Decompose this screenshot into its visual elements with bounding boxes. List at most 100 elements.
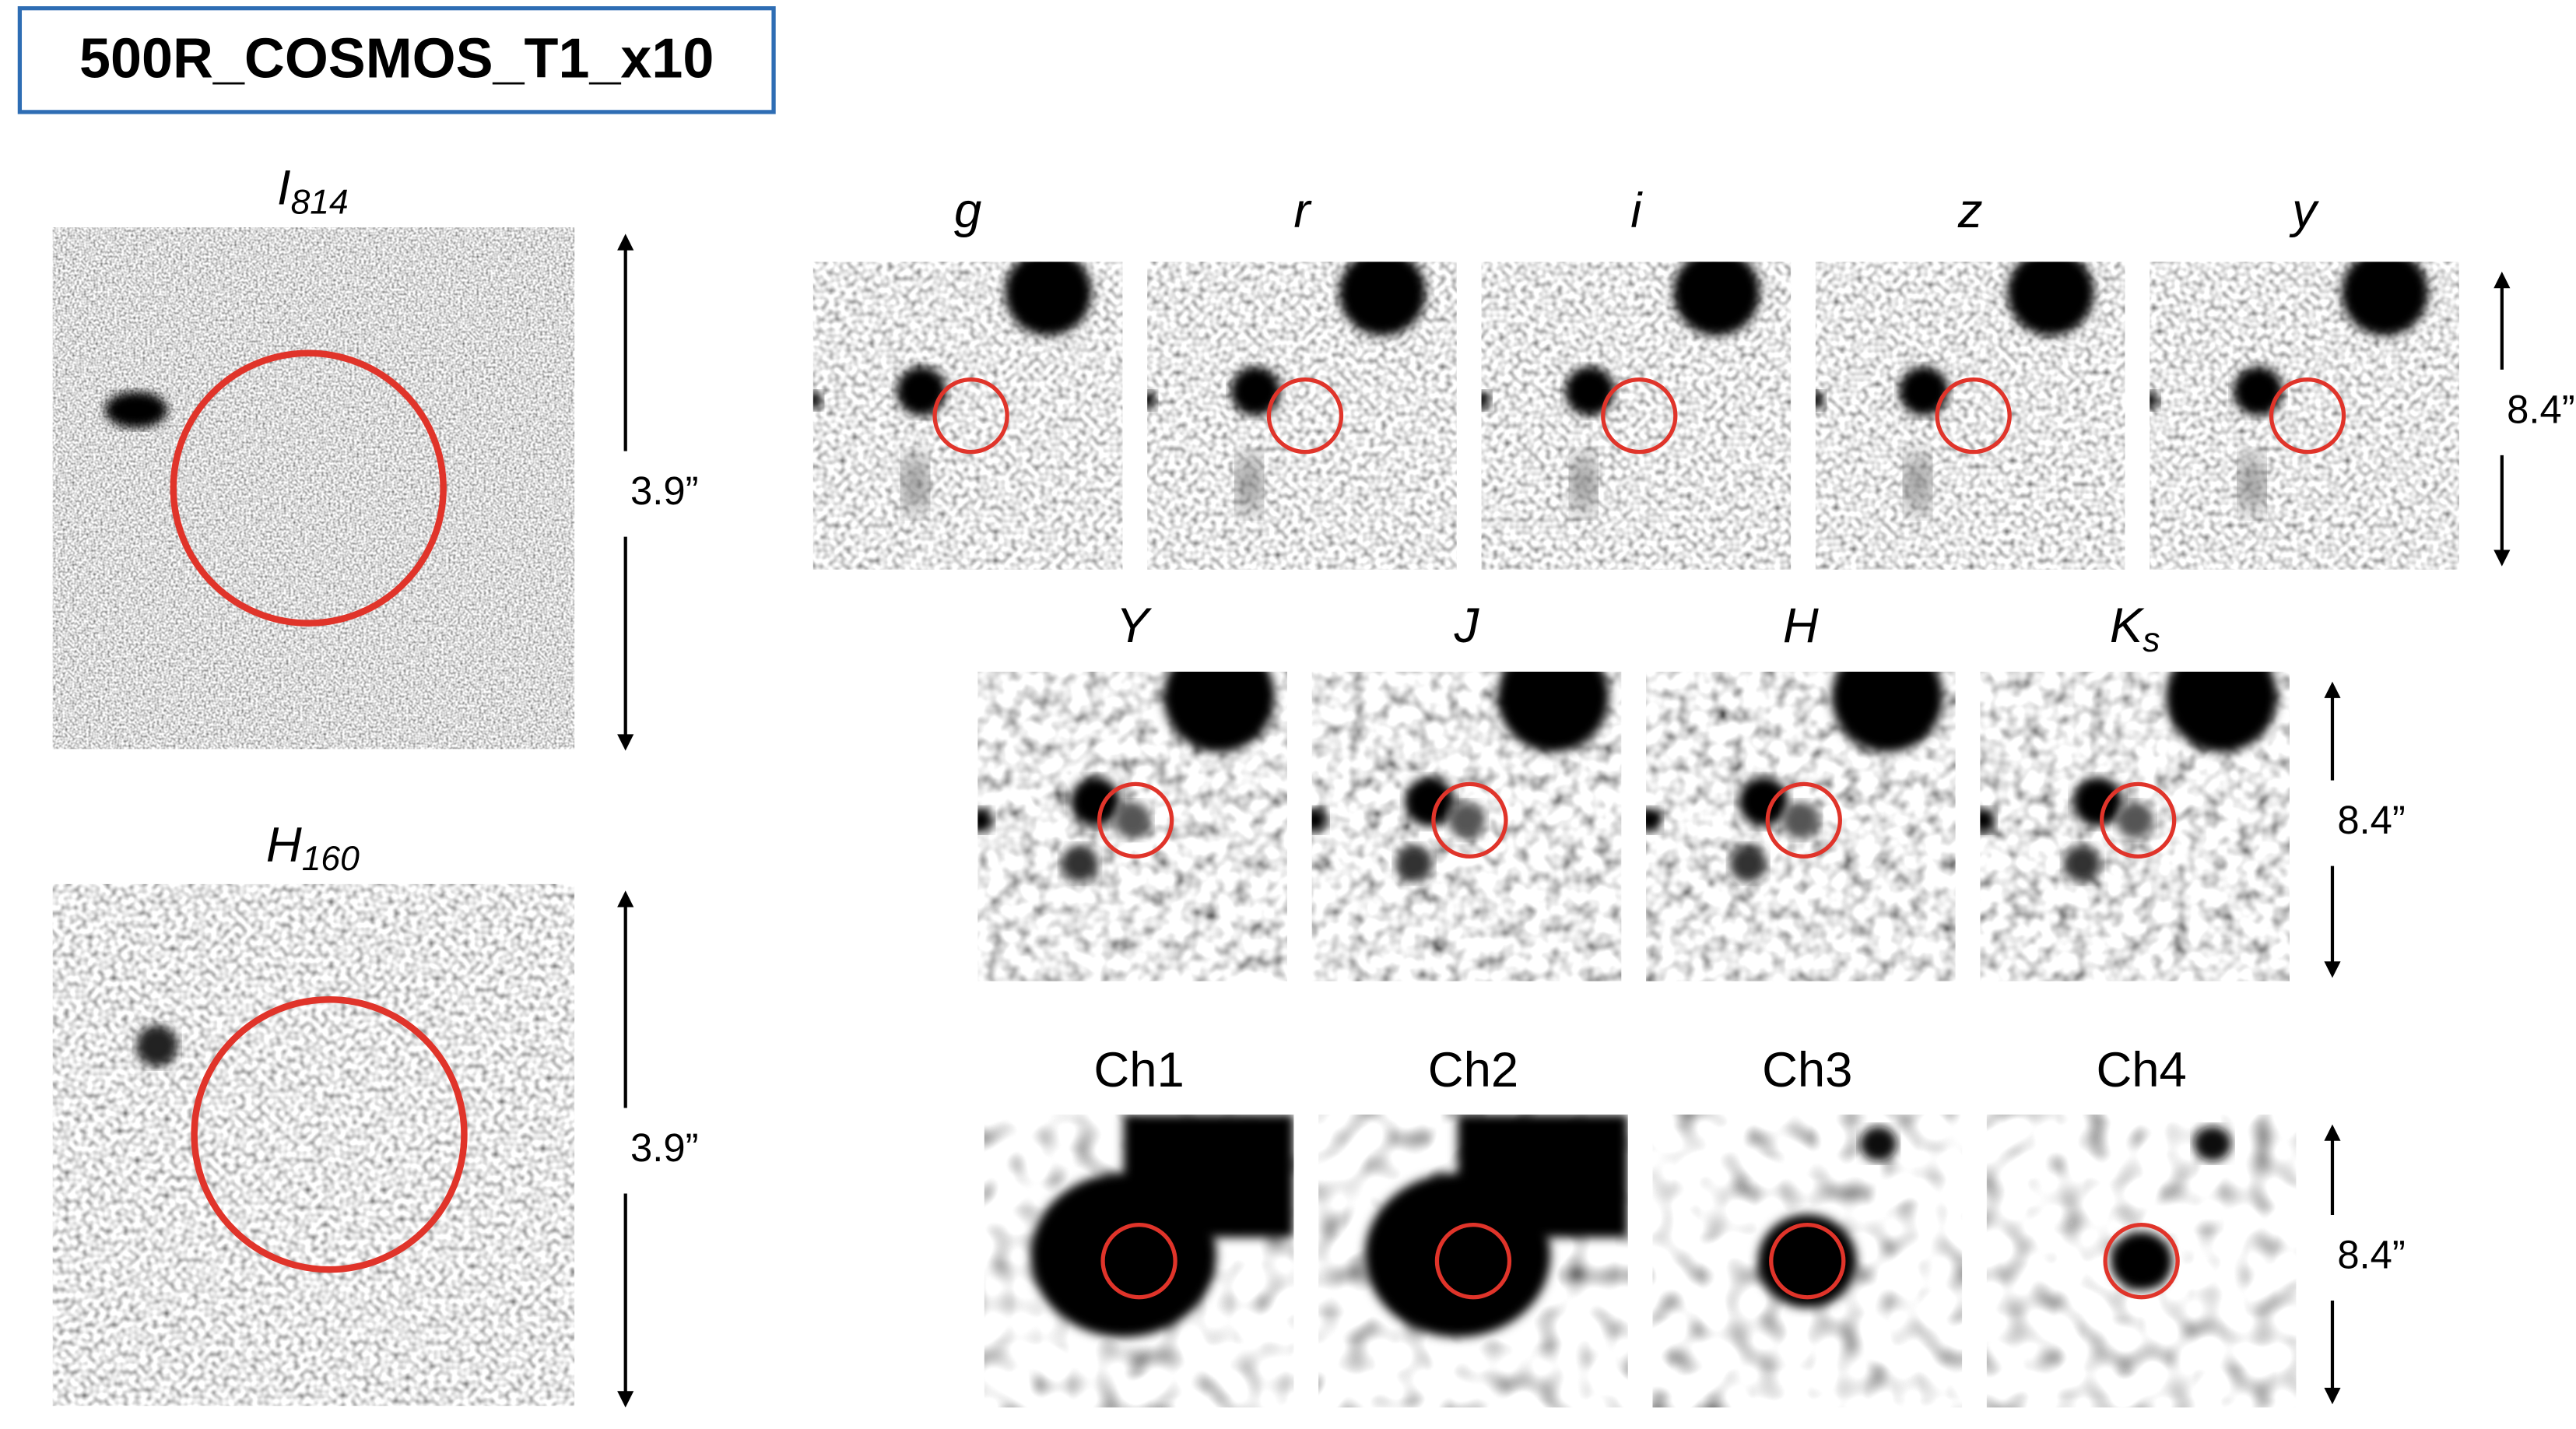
source xyxy=(1571,452,1596,514)
band-label: Ch4 xyxy=(2096,1043,2186,1097)
arrow-head xyxy=(617,1391,634,1408)
arrow-head xyxy=(617,890,634,908)
image-stamp xyxy=(977,672,1287,981)
band-name: Ch2 xyxy=(1428,1043,1518,1097)
band-label: Ch3 xyxy=(1762,1043,1852,1097)
image-stamp xyxy=(1980,672,2290,981)
source xyxy=(897,366,946,416)
source xyxy=(1673,262,1760,336)
source xyxy=(1070,777,1121,827)
image-stamp xyxy=(1986,1114,2297,1408)
source xyxy=(1564,366,1615,416)
source xyxy=(1729,844,1767,883)
arrow-head xyxy=(2324,1124,2341,1141)
source xyxy=(812,391,823,410)
aperture-circle xyxy=(1765,781,1842,859)
source xyxy=(2150,391,2160,410)
source xyxy=(1114,802,1151,839)
image-stamp xyxy=(52,883,575,1406)
noise xyxy=(52,883,575,1406)
band-name: K xyxy=(2110,599,2145,653)
source xyxy=(1395,844,1433,883)
arrow-head xyxy=(2324,961,2341,978)
band-name: z xyxy=(1957,184,1983,238)
band-label: i xyxy=(1630,184,1643,238)
image-stamp xyxy=(1147,262,1457,570)
source xyxy=(1448,802,1486,839)
aperture-circle xyxy=(1769,1223,1846,1300)
source xyxy=(1980,807,1996,833)
band-subscript: 160 xyxy=(302,840,360,878)
aperture-circle xyxy=(170,349,447,627)
image-stamp xyxy=(1481,262,1792,570)
source xyxy=(1815,391,1825,410)
source xyxy=(2063,844,2101,883)
source xyxy=(2233,366,2283,416)
source xyxy=(1311,807,1328,833)
source xyxy=(1831,672,1943,753)
band-name: Ch3 xyxy=(1762,1043,1852,1097)
source xyxy=(2239,452,2265,514)
aperture-circle xyxy=(932,377,1009,455)
source xyxy=(1163,672,1276,753)
band-name: I xyxy=(277,160,291,215)
source xyxy=(2072,777,2123,827)
band-name: H xyxy=(266,817,302,872)
aperture-circle xyxy=(191,996,468,1273)
source xyxy=(1905,452,1930,514)
arrow-head xyxy=(2324,681,2341,698)
band-label: I814 xyxy=(277,160,349,221)
image-stamp xyxy=(812,262,1123,570)
source xyxy=(1781,802,1820,839)
image-stamp xyxy=(1646,672,1956,981)
band-name: Ch4 xyxy=(2096,1043,2186,1097)
band-label: z xyxy=(1957,184,1983,238)
source xyxy=(903,452,928,514)
aperture-circle xyxy=(1097,781,1174,859)
band-label: g xyxy=(954,184,981,238)
arrow-head xyxy=(617,734,634,751)
source xyxy=(1430,1234,1517,1317)
band-label: r xyxy=(1293,184,1312,238)
scale-label: 8.4” xyxy=(2337,798,2405,842)
arrow-head xyxy=(2494,549,2511,567)
aperture-circle xyxy=(1601,377,1678,455)
source xyxy=(1739,777,1788,827)
source xyxy=(2007,262,2094,336)
source xyxy=(2194,1126,2231,1162)
band-label: H160 xyxy=(266,817,360,878)
aperture-circle xyxy=(2103,1223,2180,1300)
source xyxy=(1061,844,1099,883)
band-name: i xyxy=(1630,184,1643,238)
band-name: r xyxy=(1293,184,1312,238)
image-stamp xyxy=(1815,262,2125,570)
band-label: Y xyxy=(1116,599,1153,653)
image-stamp xyxy=(1318,1114,1628,1408)
source xyxy=(2110,1231,2173,1290)
aperture-circle xyxy=(1100,1223,1177,1300)
scale-label: 3.9” xyxy=(630,1125,698,1170)
band-name: y xyxy=(2289,184,2319,238)
source xyxy=(2165,672,2278,753)
source xyxy=(1147,391,1157,410)
band-label: J xyxy=(1454,599,1480,653)
band-label: Ch2 xyxy=(1428,1043,1518,1097)
band-subscript: 814 xyxy=(291,183,349,221)
aperture-circle xyxy=(2269,377,2346,455)
title: 500R_COSMOS_T1_x10 xyxy=(79,27,714,90)
arrow-head xyxy=(2324,1388,2341,1405)
source xyxy=(1757,1213,1857,1308)
source xyxy=(2116,802,2154,839)
scale-label: 3.9” xyxy=(630,469,698,513)
source xyxy=(1481,391,1491,410)
band-name: g xyxy=(954,184,981,238)
arrow-head xyxy=(2494,272,2511,289)
source xyxy=(1497,672,1609,753)
image-stamp xyxy=(1652,1114,1963,1408)
noise xyxy=(52,226,575,750)
arrow-head xyxy=(617,233,634,251)
title-box xyxy=(17,6,776,114)
source xyxy=(1005,262,1092,336)
image-stamp xyxy=(984,1114,1294,1408)
